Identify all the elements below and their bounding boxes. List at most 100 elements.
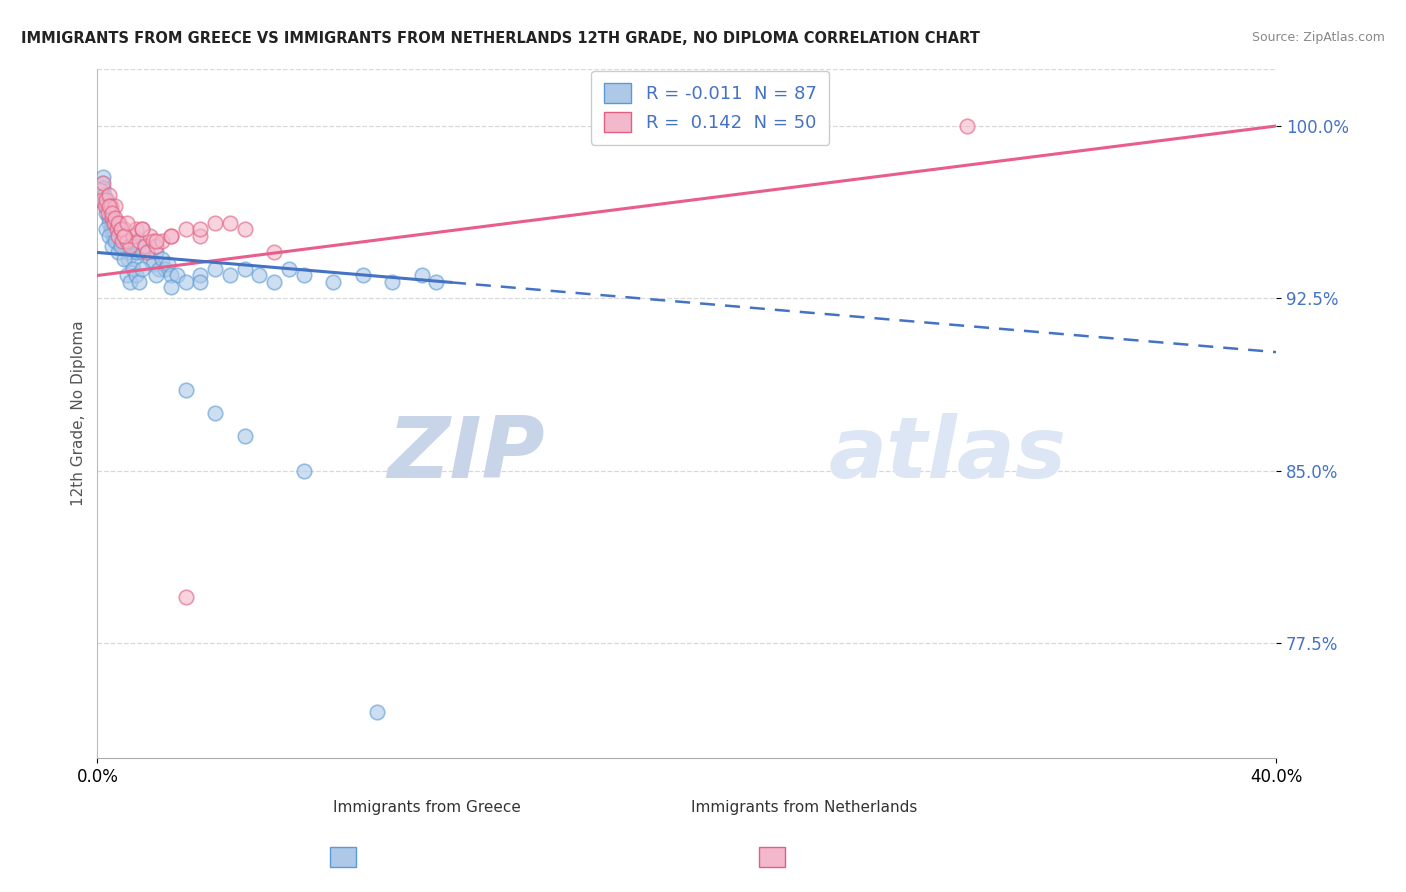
Point — [121, 229, 143, 244]
Point — [136, 245, 159, 260]
Point — [117, 252, 139, 267]
Point — [128, 276, 150, 290]
Point — [153, 261, 176, 276]
Point — [145, 234, 167, 248]
Point — [136, 245, 159, 260]
Point — [110, 238, 132, 252]
Point — [96, 193, 118, 207]
Point — [103, 216, 125, 230]
Y-axis label: 12th Grade, No Diploma: 12th Grade, No Diploma — [72, 320, 86, 507]
Point — [97, 211, 120, 225]
Point — [263, 245, 285, 260]
Point — [277, 261, 299, 276]
Point — [190, 268, 212, 283]
Point — [160, 229, 183, 244]
Point — [105, 222, 128, 236]
Point — [233, 222, 256, 236]
Point — [91, 181, 114, 195]
Point — [108, 229, 131, 244]
Text: Immigrants from Netherlands: Immigrants from Netherlands — [692, 800, 918, 814]
Point — [124, 222, 146, 236]
Point — [112, 238, 135, 252]
Point — [97, 199, 120, 213]
Point — [108, 216, 131, 230]
Point — [94, 199, 117, 213]
Point — [322, 276, 344, 290]
Point — [134, 238, 156, 252]
Point — [219, 216, 242, 230]
Point — [150, 252, 173, 267]
Point — [111, 234, 134, 248]
Point — [174, 591, 197, 605]
Point — [131, 222, 153, 236]
Point — [145, 245, 167, 260]
Point — [100, 206, 122, 220]
Text: IMMIGRANTS FROM GREECE VS IMMIGRANTS FROM NETHERLANDS 12TH GRADE, NO DIPLOMA COR: IMMIGRANTS FROM GREECE VS IMMIGRANTS FRO… — [21, 31, 980, 46]
Point — [174, 276, 197, 290]
Point — [118, 276, 141, 290]
Point — [425, 276, 447, 290]
Point — [96, 206, 118, 220]
Point — [115, 216, 138, 230]
Point — [124, 268, 146, 283]
Point — [110, 238, 132, 252]
Point — [104, 234, 127, 248]
Point — [114, 229, 136, 244]
Point — [107, 245, 129, 260]
Point — [98, 188, 121, 202]
Point — [93, 188, 115, 202]
Point — [352, 268, 374, 283]
Point — [104, 199, 127, 213]
Point — [103, 216, 125, 230]
Point — [160, 229, 183, 244]
Point — [233, 429, 256, 443]
Point — [131, 245, 153, 260]
Point — [91, 169, 114, 184]
Point — [956, 119, 979, 133]
Point — [233, 261, 256, 276]
Point — [101, 238, 124, 252]
Point — [107, 229, 129, 244]
Point — [131, 222, 153, 236]
Point — [118, 238, 141, 252]
Legend: R = -0.011  N = 87, R =  0.142  N = 50: R = -0.011 N = 87, R = 0.142 N = 50 — [592, 70, 830, 145]
Point — [104, 216, 127, 230]
Point — [111, 234, 134, 248]
Point — [91, 177, 114, 191]
Text: atlas: atlas — [828, 413, 1066, 496]
Point — [131, 261, 153, 276]
Point — [190, 276, 212, 290]
Point — [110, 222, 132, 236]
Point — [139, 229, 162, 244]
Point — [139, 252, 162, 267]
Point — [160, 280, 183, 294]
Point — [93, 199, 115, 213]
Point — [97, 206, 120, 220]
Point — [124, 238, 146, 252]
Point — [101, 211, 124, 225]
Point — [107, 216, 129, 230]
Point — [107, 222, 129, 236]
Point — [263, 276, 285, 290]
Point — [101, 216, 124, 230]
Point — [100, 199, 122, 213]
Point — [381, 276, 404, 290]
Point — [100, 222, 122, 236]
Point — [96, 193, 118, 207]
Point — [101, 206, 124, 220]
Text: Immigrants from Greece: Immigrants from Greece — [333, 800, 522, 814]
Point — [142, 257, 165, 271]
Point — [90, 193, 112, 207]
Point — [104, 229, 127, 244]
Text: ZIP: ZIP — [388, 413, 546, 496]
Point — [128, 238, 150, 252]
Point — [110, 222, 132, 236]
Point — [103, 222, 125, 236]
Point — [148, 261, 170, 276]
Point — [127, 245, 149, 260]
Point — [114, 229, 136, 244]
Point — [98, 229, 121, 244]
Point — [110, 222, 132, 236]
Point — [166, 268, 188, 283]
Point — [98, 199, 121, 213]
